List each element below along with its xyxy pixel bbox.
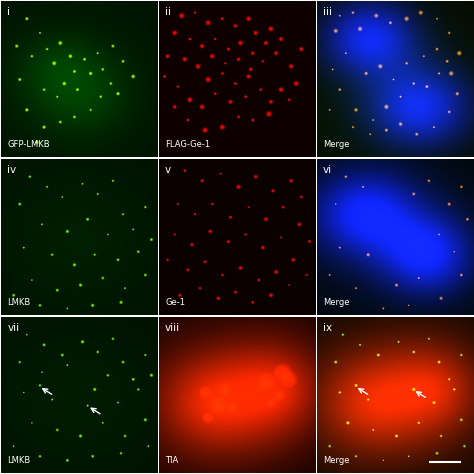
Text: iv: iv [7, 165, 16, 175]
Text: v: v [165, 165, 171, 175]
Text: FLAG-Ge-1: FLAG-Ge-1 [165, 140, 210, 149]
Text: Merge: Merge [323, 456, 350, 465]
Text: viii: viii [165, 323, 180, 333]
Text: GFP-LMKB: GFP-LMKB [7, 140, 50, 149]
Text: TIA: TIA [165, 456, 178, 465]
Text: LMKB: LMKB [7, 298, 30, 307]
Text: Merge: Merge [323, 298, 350, 307]
Text: ix: ix [323, 323, 332, 333]
Text: LMKB: LMKB [7, 456, 30, 465]
Text: vi: vi [323, 165, 332, 175]
Text: ii: ii [165, 7, 171, 17]
Text: Merge: Merge [323, 140, 350, 149]
Text: i: i [7, 7, 10, 17]
Text: Ge-1: Ge-1 [165, 298, 185, 307]
Text: vii: vii [7, 323, 19, 333]
Text: iii: iii [323, 7, 332, 17]
